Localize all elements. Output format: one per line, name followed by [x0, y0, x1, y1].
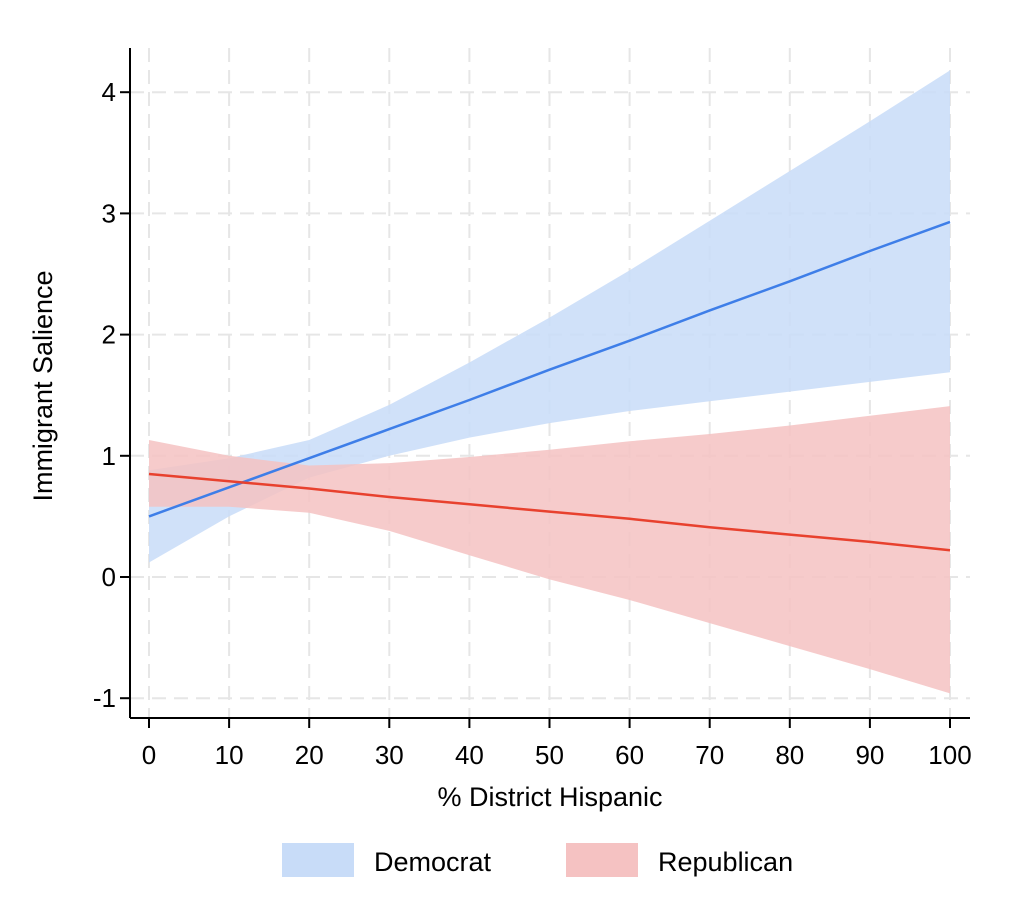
- x-tick-label: 90: [855, 740, 884, 770]
- series-lines: [148, 220, 951, 552]
- x-tick-label: 60: [615, 740, 644, 770]
- x-tick-label: 20: [295, 740, 324, 770]
- y-tick-label: -1: [93, 683, 116, 713]
- legend-swatch-democrat: [282, 843, 354, 877]
- x-tick-label: 0: [142, 740, 156, 770]
- y-tick-label: 1: [102, 441, 116, 471]
- x-tick-label: 70: [695, 740, 724, 770]
- democrat-confidence-band: [149, 70, 950, 563]
- x-tick-label: 30: [375, 740, 404, 770]
- y-tick-label: 2: [102, 320, 116, 350]
- x-tick-label: 50: [535, 740, 564, 770]
- confidence-bands: [149, 70, 950, 694]
- legend-label-republican: Republican: [658, 847, 793, 877]
- x-axis-title: % District Hispanic: [437, 782, 662, 812]
- legend-swatch-republican: [566, 843, 638, 877]
- y-tick-label: 3: [102, 198, 116, 228]
- republican-line: [148, 472, 951, 552]
- legend: Democrat Republican: [282, 843, 793, 877]
- x-tick-label: 100: [928, 740, 971, 770]
- y-axis-title: Immigrant Salience: [28, 270, 58, 501]
- x-tick-label: 80: [775, 740, 804, 770]
- legend-label-democrat: Democrat: [374, 847, 492, 877]
- y-tick-label: 4: [102, 77, 116, 107]
- x-tick-label: 40: [455, 740, 484, 770]
- republican-confidence-band: [149, 406, 950, 694]
- y-tick-label: 0: [102, 562, 116, 592]
- x-tick-label: 10: [215, 740, 244, 770]
- democrat-line: [148, 220, 951, 518]
